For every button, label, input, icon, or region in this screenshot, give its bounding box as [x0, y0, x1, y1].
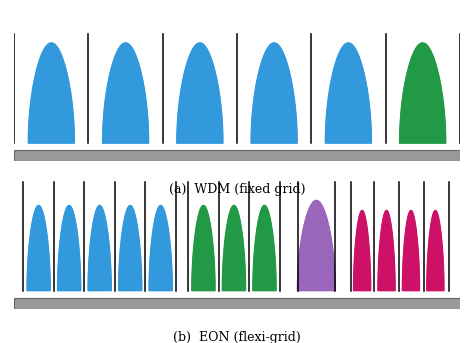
Bar — [14, 150, 460, 161]
Polygon shape — [118, 205, 142, 291]
Polygon shape — [354, 211, 371, 291]
Polygon shape — [192, 205, 215, 291]
Polygon shape — [427, 211, 444, 291]
Polygon shape — [378, 211, 395, 291]
Text: (a)  WDM (fixed grid): (a) WDM (fixed grid) — [169, 183, 305, 196]
Polygon shape — [149, 205, 173, 291]
Polygon shape — [253, 205, 276, 291]
Polygon shape — [251, 43, 297, 143]
Polygon shape — [88, 205, 111, 291]
Polygon shape — [325, 43, 372, 143]
Polygon shape — [297, 200, 335, 291]
Polygon shape — [177, 43, 223, 143]
Polygon shape — [27, 205, 50, 291]
Bar — [14, 298, 460, 309]
Polygon shape — [102, 43, 149, 143]
Polygon shape — [57, 205, 81, 291]
Polygon shape — [402, 211, 419, 291]
Polygon shape — [28, 43, 74, 143]
Polygon shape — [400, 43, 446, 143]
Polygon shape — [222, 205, 246, 291]
Text: (b)  EON (flexi-grid): (b) EON (flexi-grid) — [173, 331, 301, 343]
